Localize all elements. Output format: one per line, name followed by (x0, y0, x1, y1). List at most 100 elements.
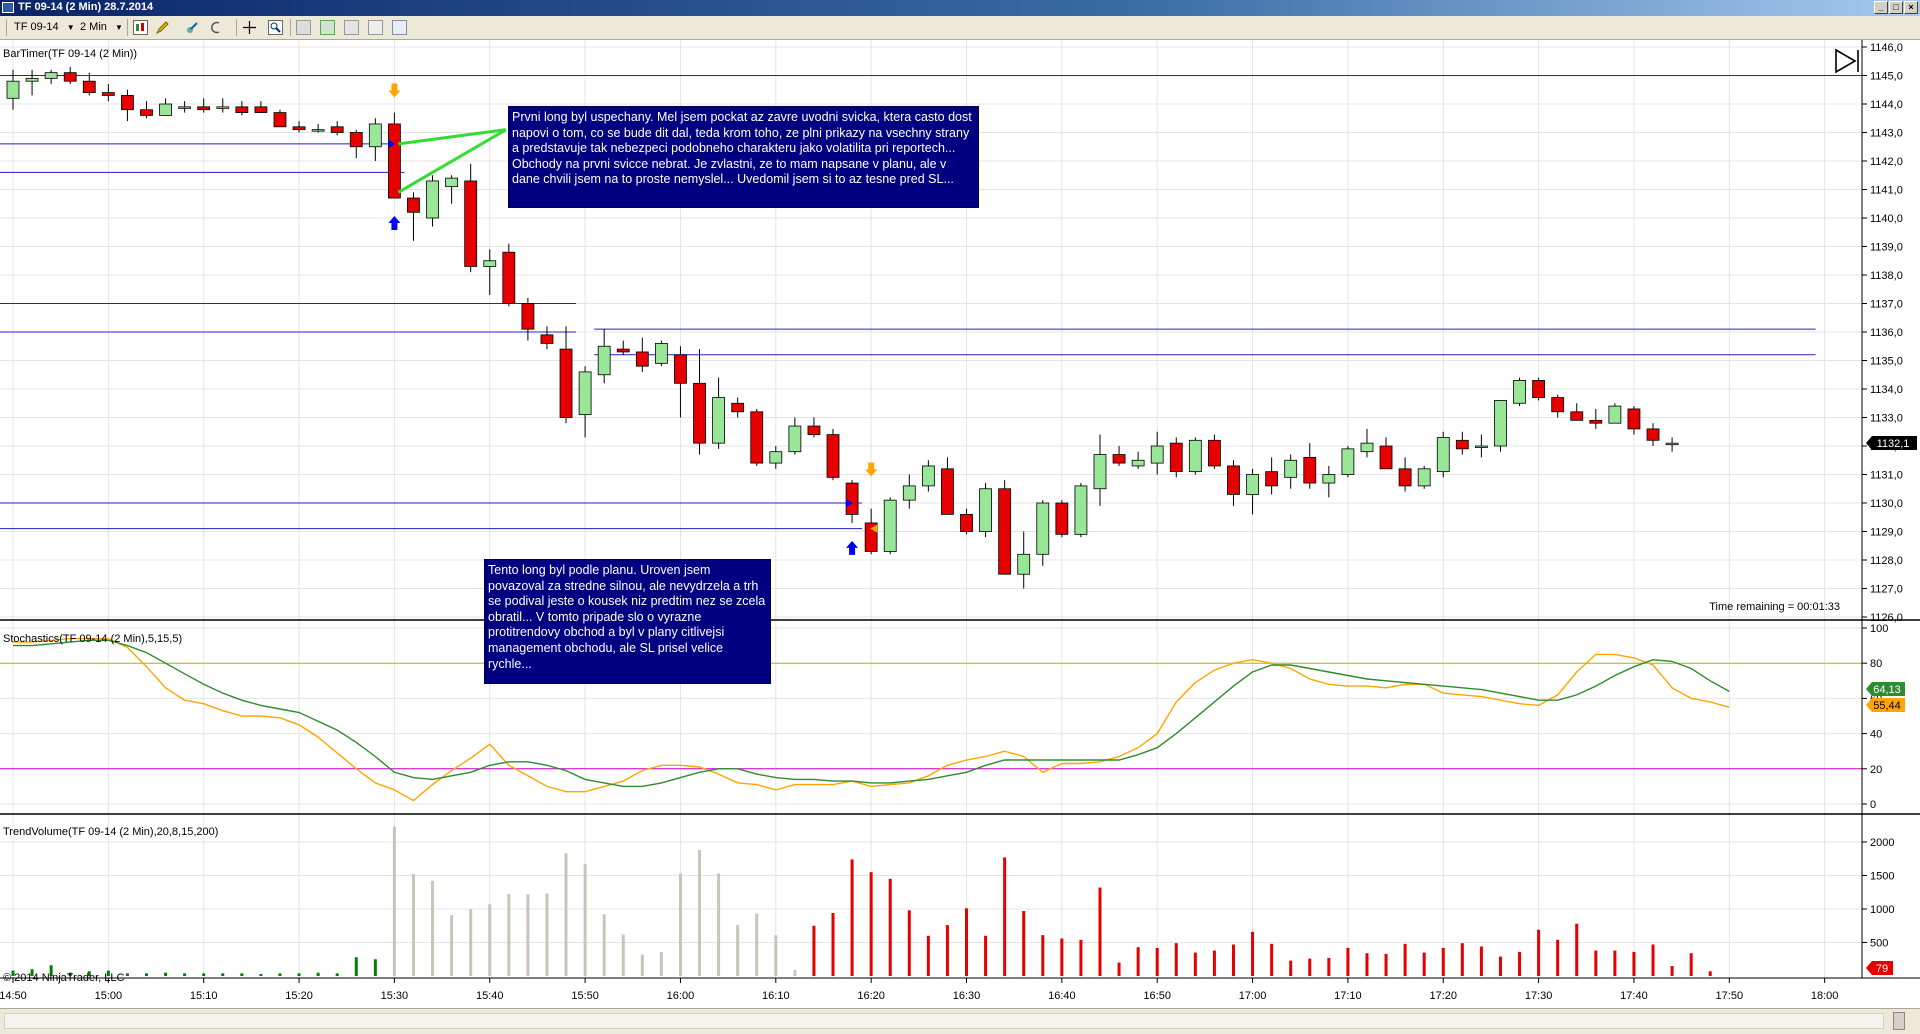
candle (368, 123, 382, 148)
volume-bar (316, 972, 320, 976)
draw-pencil-icon[interactable] (155, 20, 170, 35)
scrollbar-thumb[interactable] (1893, 1012, 1905, 1030)
volume-bar (1308, 958, 1312, 976)
y-tick-label: 1131,0 (1870, 470, 1903, 482)
volume-bar (831, 913, 835, 976)
volume-bar (259, 973, 263, 976)
y-tick-label: 1128,0 (1870, 555, 1903, 567)
instrument-selector[interactable]: TF 09-14 ▼ (14, 19, 75, 36)
y-tick-label: 1144,0 (1870, 99, 1903, 111)
chart-canvas[interactable]: 14:50 15:00 15:10 15:20 15:30 15:40 15:50 16:00… (0, 40, 1920, 1008)
candle (1532, 380, 1545, 398)
maximize-button[interactable]: □ (1889, 1, 1903, 14)
down-arrow-icon (388, 83, 401, 98)
indicators-icon[interactable] (320, 20, 335, 35)
volume-bar (812, 925, 816, 976)
volume-bar (1613, 950, 1617, 976)
candle (1398, 468, 1412, 487)
x-tick-label: 17:40 (1620, 990, 1648, 1002)
candle (998, 488, 1012, 575)
scrollbar-track[interactable] (4, 1013, 1884, 1029)
candle (1093, 454, 1107, 490)
x-tick-label: 17:30 (1525, 990, 1553, 1002)
volume-bar (907, 910, 911, 976)
candle (902, 485, 916, 501)
annotation-arrow-line (398, 128, 507, 146)
time-remaining: Time remaining = 00:01:33 (1709, 601, 1840, 613)
window-title: TF 09-14 (2 Min) 28.7.2014 (18, 1, 154, 13)
up-arrow-icon (846, 540, 859, 555)
volume-bar (869, 872, 873, 976)
candle (349, 132, 363, 148)
volume-bar (850, 859, 854, 976)
volume-bar (1498, 956, 1502, 976)
x-tick-label: 16:10 (762, 990, 790, 1002)
y-tick-label: 500 (1870, 938, 1888, 950)
candle (1150, 445, 1164, 464)
volume-bar (1689, 953, 1693, 976)
volume-bar (1479, 946, 1483, 976)
candle (521, 303, 535, 330)
y-tick-label: 1130,0 (1870, 498, 1903, 510)
volume-bar (164, 972, 168, 976)
y-tick-label: 1139,0 (1870, 242, 1903, 254)
candles (6, 66, 1679, 589)
minimize-button[interactable]: _ (1874, 1, 1888, 14)
exit-tick-icon (870, 524, 878, 533)
bars-type-icon[interactable] (133, 20, 148, 35)
volume-bar (945, 925, 949, 976)
y-tick-label: 1138,0 (1870, 270, 1903, 282)
crosshair-icon[interactable] (242, 20, 257, 35)
candle (1627, 408, 1641, 430)
candle (483, 260, 497, 267)
skip-to-end-icon[interactable] (1835, 48, 1859, 74)
volume-bar (736, 925, 740, 976)
data-box-icon[interactable] (368, 20, 383, 35)
y-tick-label: 1140,0 (1870, 213, 1903, 225)
candle (1036, 502, 1050, 555)
candle (140, 109, 153, 116)
volume-bar (1174, 943, 1178, 976)
close-button[interactable]: × (1904, 1, 1918, 14)
candle (1417, 468, 1431, 487)
strategy-icon[interactable] (185, 20, 200, 35)
candle (1551, 397, 1565, 413)
strategies-icon[interactable] (344, 20, 359, 35)
candle (616, 348, 630, 353)
candle (197, 106, 211, 111)
volume-bar (49, 965, 53, 976)
volume-bar (717, 873, 721, 976)
candle (578, 371, 592, 416)
properties-icon[interactable] (296, 20, 311, 35)
volume-bar (774, 935, 778, 976)
candle (1074, 485, 1088, 535)
candle (693, 382, 706, 444)
rewind-icon[interactable] (207, 20, 222, 35)
trade-note-1: Prvni long byl uspechany. Mel jsem pocka… (508, 106, 979, 208)
volume-last-value: 79 (1876, 963, 1888, 975)
volume-bar (1460, 943, 1464, 976)
candle (597, 345, 611, 376)
candle (1055, 502, 1069, 535)
volume-bar (278, 973, 282, 976)
annotation-arrows (397, 128, 507, 194)
volume-bar (698, 850, 702, 976)
y-tick-label: 20 (1870, 764, 1882, 776)
candle (883, 499, 897, 552)
interval-selector[interactable]: 2 Min ▼ (80, 19, 123, 36)
zoom-icon[interactable] (268, 20, 283, 35)
volume-bar (68, 972, 72, 976)
chart-trader-icon[interactable] (392, 20, 407, 35)
volume-bar (545, 893, 549, 976)
volume-bar (1060, 938, 1064, 976)
toolbar-separator (236, 19, 237, 36)
candle (292, 126, 306, 131)
volume-bar (793, 969, 797, 976)
instrument-label: TF 09-14 (14, 21, 59, 33)
candle (921, 465, 935, 487)
x-tick-label: 15:40 (476, 990, 504, 1002)
volume-bar (335, 973, 339, 976)
candle (426, 180, 439, 219)
horizontal-scrollbar[interactable] (0, 1008, 1920, 1034)
candle (1513, 380, 1526, 404)
